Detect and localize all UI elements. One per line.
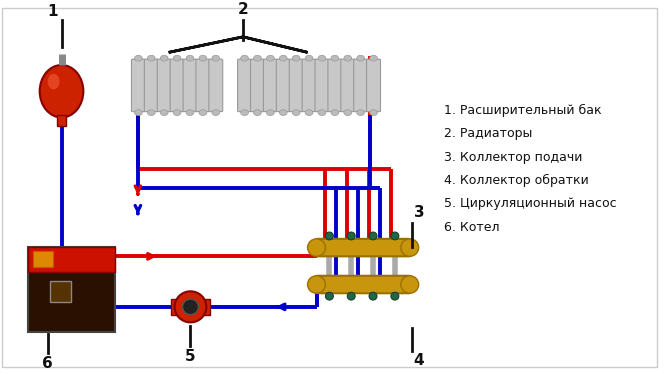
Circle shape xyxy=(325,232,333,240)
Ellipse shape xyxy=(357,55,365,61)
FancyBboxPatch shape xyxy=(354,59,368,111)
Ellipse shape xyxy=(160,55,168,61)
FancyBboxPatch shape xyxy=(157,59,171,111)
Ellipse shape xyxy=(344,110,352,116)
Ellipse shape xyxy=(173,110,181,116)
Ellipse shape xyxy=(280,110,287,116)
Bar xyxy=(50,280,72,302)
FancyBboxPatch shape xyxy=(341,59,355,111)
Circle shape xyxy=(391,292,399,300)
Circle shape xyxy=(347,232,355,240)
Ellipse shape xyxy=(331,110,339,116)
Bar xyxy=(33,251,52,267)
Ellipse shape xyxy=(240,55,248,61)
Text: 1: 1 xyxy=(47,4,58,19)
Circle shape xyxy=(183,299,199,315)
FancyBboxPatch shape xyxy=(131,59,145,111)
FancyBboxPatch shape xyxy=(315,276,411,293)
FancyBboxPatch shape xyxy=(367,59,380,111)
FancyBboxPatch shape xyxy=(315,239,411,256)
Circle shape xyxy=(175,291,207,322)
Ellipse shape xyxy=(240,110,248,116)
Ellipse shape xyxy=(254,110,262,116)
Ellipse shape xyxy=(292,55,300,61)
Circle shape xyxy=(391,232,399,240)
Ellipse shape xyxy=(331,55,339,61)
Text: 3: 3 xyxy=(414,205,424,220)
Ellipse shape xyxy=(199,110,207,116)
FancyBboxPatch shape xyxy=(209,59,222,111)
FancyBboxPatch shape xyxy=(328,59,342,111)
Ellipse shape xyxy=(254,55,262,61)
Ellipse shape xyxy=(135,110,142,116)
Circle shape xyxy=(307,276,325,293)
Ellipse shape xyxy=(135,55,142,61)
Text: 1. Расширительный бак: 1. Расширительный бак xyxy=(444,104,602,117)
FancyBboxPatch shape xyxy=(302,59,316,111)
Ellipse shape xyxy=(147,55,155,61)
Ellipse shape xyxy=(48,74,60,89)
Text: 5: 5 xyxy=(185,349,196,364)
Circle shape xyxy=(401,276,419,293)
Circle shape xyxy=(401,239,419,256)
Ellipse shape xyxy=(212,55,220,61)
Circle shape xyxy=(347,292,355,300)
FancyBboxPatch shape xyxy=(170,59,184,111)
FancyBboxPatch shape xyxy=(196,59,210,111)
Circle shape xyxy=(369,292,377,300)
Ellipse shape xyxy=(266,110,274,116)
Ellipse shape xyxy=(370,55,377,61)
Ellipse shape xyxy=(318,55,326,61)
Ellipse shape xyxy=(318,110,326,116)
Text: 6: 6 xyxy=(42,356,53,371)
Circle shape xyxy=(325,292,333,300)
Text: 6. Котел: 6. Котел xyxy=(444,221,500,234)
FancyBboxPatch shape xyxy=(276,59,290,111)
Ellipse shape xyxy=(370,110,377,116)
Ellipse shape xyxy=(357,110,365,116)
Ellipse shape xyxy=(186,110,194,116)
Ellipse shape xyxy=(40,65,84,117)
Ellipse shape xyxy=(305,110,313,116)
FancyBboxPatch shape xyxy=(250,59,264,111)
Text: 5. Циркуляционный насос: 5. Циркуляционный насос xyxy=(444,197,617,211)
Ellipse shape xyxy=(160,110,168,116)
Ellipse shape xyxy=(173,55,181,61)
Text: 4. Коллектор обратки: 4. Коллектор обратки xyxy=(444,174,589,187)
FancyBboxPatch shape xyxy=(315,59,329,111)
Text: 2: 2 xyxy=(238,2,248,18)
Circle shape xyxy=(307,239,325,256)
FancyBboxPatch shape xyxy=(238,59,252,111)
Ellipse shape xyxy=(186,55,194,61)
Ellipse shape xyxy=(266,55,274,61)
FancyBboxPatch shape xyxy=(290,59,303,111)
FancyBboxPatch shape xyxy=(144,59,158,111)
Ellipse shape xyxy=(280,55,287,61)
Ellipse shape xyxy=(147,110,155,116)
Ellipse shape xyxy=(344,55,352,61)
Text: 3. Коллектор подачи: 3. Коллектор подачи xyxy=(444,151,583,164)
Bar xyxy=(56,114,66,126)
Ellipse shape xyxy=(292,110,300,116)
Circle shape xyxy=(369,232,377,240)
FancyBboxPatch shape xyxy=(264,59,278,111)
Ellipse shape xyxy=(212,110,220,116)
Ellipse shape xyxy=(199,55,207,61)
Ellipse shape xyxy=(305,55,313,61)
Bar xyxy=(171,299,210,315)
Text: 4: 4 xyxy=(414,353,424,368)
Bar xyxy=(28,246,115,272)
Bar xyxy=(28,246,115,332)
Text: 2. Радиаторы: 2. Радиаторы xyxy=(444,128,533,141)
FancyBboxPatch shape xyxy=(183,59,197,111)
